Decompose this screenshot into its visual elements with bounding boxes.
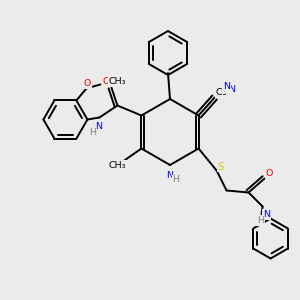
Text: N: N	[263, 210, 270, 219]
Text: H: H	[89, 128, 96, 137]
Text: N: N	[223, 82, 230, 91]
Text: CH₃: CH₃	[109, 161, 126, 170]
Text: H: H	[257, 216, 264, 225]
Text: C: C	[215, 88, 222, 97]
Text: N: N	[167, 170, 173, 179]
Text: CH₃: CH₃	[108, 77, 126, 86]
Text: N: N	[95, 122, 102, 131]
Text: N: N	[229, 85, 236, 94]
Text: C: C	[219, 88, 226, 97]
Text: H: H	[172, 176, 179, 184]
Text: O: O	[266, 169, 273, 178]
Text: S: S	[218, 161, 224, 172]
Text: O: O	[84, 79, 91, 88]
Text: O: O	[103, 77, 110, 86]
